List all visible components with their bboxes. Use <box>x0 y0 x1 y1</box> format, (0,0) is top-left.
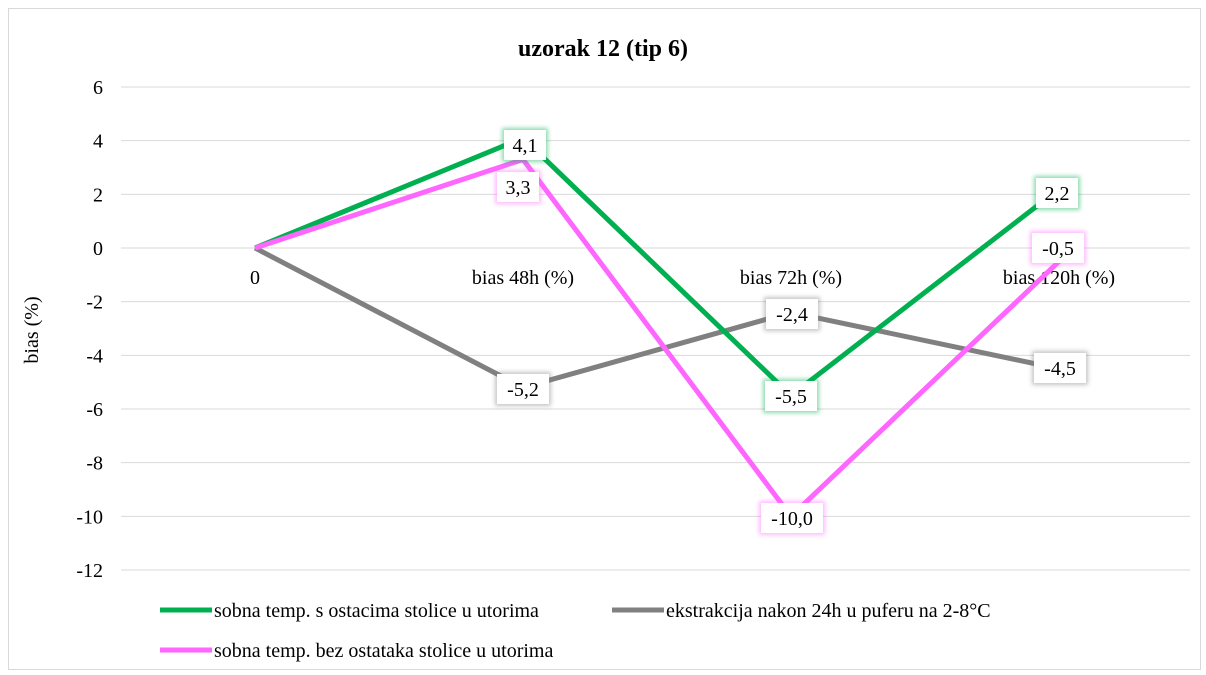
x-tick-label: bias 48h (%) <box>472 267 574 289</box>
x-tick-label: bias 120h (%) <box>1003 267 1115 289</box>
data-label-text: -4,5 <box>1044 358 1076 380</box>
y-tick-label: 0 <box>93 238 103 260</box>
legend-label: sobna temp. s ostacima stolice u utorima <box>214 600 539 622</box>
data-label: 2,2 <box>1034 176 1080 210</box>
y-tick-label: 2 <box>93 184 103 206</box>
data-labels: 4,1 -5,5 2,2 -5,2 -2,4 -4,5 3,3 -10,0 -0,5 <box>495 128 1088 535</box>
data-label-box <box>504 130 546 160</box>
y-tick-label: 4 <box>93 131 103 153</box>
y-tick-label: -6 <box>86 399 103 421</box>
data-label: 4,1 <box>502 128 548 162</box>
data-label-box <box>497 172 539 202</box>
data-label-box <box>1036 178 1078 208</box>
data-label-text: -2,4 <box>776 304 808 326</box>
data-label-text: -0,5 <box>1042 238 1074 260</box>
data-label: -4,5 <box>1032 351 1088 385</box>
data-label-box <box>1034 353 1086 383</box>
data-label-text: 4,1 <box>513 135 538 157</box>
series-line-0 <box>254 135 1061 399</box>
data-label-box <box>765 381 817 411</box>
y-axis-label: bias (%) <box>21 296 43 363</box>
y-tick-label: -4 <box>86 345 103 367</box>
legend-label: ekstrakcija nakon 24h u puferu na 2-8°C <box>666 600 991 622</box>
legend: sobna temp. s ostacima stolice u utorima… <box>160 600 991 662</box>
y-tick-label: -12 <box>76 560 103 582</box>
legend-item: sobna temp. bez ostataka stolice u utori… <box>160 640 553 662</box>
data-label-box <box>497 374 549 404</box>
data-label: -10,0 <box>759 501 825 535</box>
gridlines <box>121 86 1190 571</box>
y-tick-label: 6 <box>93 77 103 99</box>
data-label: -2,4 <box>764 297 820 331</box>
data-label-text: 2,2 <box>1045 183 1070 205</box>
y-tick-label: -2 <box>86 292 103 314</box>
data-label-text: -5,2 <box>507 379 539 401</box>
y-tick-label: -10 <box>76 506 103 528</box>
chart-title: uzorak 12 (tip 6) <box>518 36 688 62</box>
data-label-text: -10,0 <box>771 508 813 530</box>
data-label: 3,3 <box>495 170 541 204</box>
y-tick-labels: 6 4 2 0 -2 -4 -6 -8 -10 -12 <box>76 77 103 582</box>
legend-label: sobna temp. bez ostataka stolice u utori… <box>214 640 553 662</box>
data-label-box <box>761 503 823 533</box>
series-line-1 <box>253 245 1060 391</box>
data-label-text: 3,3 <box>506 177 531 199</box>
y-tick-label: -8 <box>86 453 103 475</box>
data-label: -5,5 <box>763 379 819 413</box>
data-label: -0,5 <box>1030 231 1086 265</box>
legend-item: ekstrakcija nakon 24h u puferu na 2-8°C <box>612 600 991 622</box>
data-label: -5,2 <box>495 372 551 406</box>
x-tick-label: bias 72h (%) <box>740 267 842 289</box>
legend-item: sobna temp. s ostacima stolice u utorima <box>160 600 539 622</box>
x-tick-label: 0 <box>250 267 260 289</box>
chart-frame <box>8 8 1201 670</box>
data-label-text: -5,5 <box>775 386 807 408</box>
series-lines <box>253 135 1061 521</box>
series-line-2 <box>254 156 1061 521</box>
data-label-box <box>1032 233 1084 263</box>
data-label-box <box>766 299 818 329</box>
x-tick-labels: 0 bias 48h (%) bias 72h (%) bias 120h (%) <box>250 267 1115 289</box>
